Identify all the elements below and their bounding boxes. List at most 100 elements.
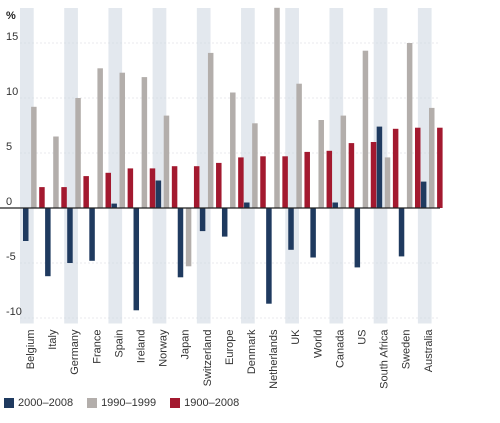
bar-ireland-1900-2008	[149, 168, 156, 208]
category-label-france: France	[91, 330, 103, 364]
bar-sweden-1900-2008	[414, 127, 421, 208]
bar-switzerland-1990-1999	[207, 52, 214, 209]
y-tick-0: 0	[6, 196, 12, 208]
bar-belgium-2000-2008	[23, 208, 29, 241]
band-canada	[329, 8, 344, 324]
bar-sweden-2000-2008	[398, 208, 405, 257]
bar-denmark-2000-2008	[244, 202, 250, 208]
bar-world-1900-2008	[326, 150, 333, 208]
bar-spain-1900-2008	[127, 168, 134, 208]
bar-italy-1900-2008	[61, 187, 67, 208]
y-tick-10: -10	[6, 306, 22, 318]
bar-world-1990-1999	[318, 120, 324, 208]
bar-denmark-1900-2008	[260, 156, 266, 208]
bar-netherlands-1990-1999	[274, 7, 280, 208]
bar-canada-1990-1999	[340, 115, 347, 208]
category-label-canada: Canada	[334, 329, 346, 368]
category-label-netherlands: Netherlands	[268, 329, 280, 389]
bar-germany-1900-2008	[83, 176, 89, 208]
background-bands	[20, 8, 432, 324]
bar-switzerland-1900-2008	[216, 162, 222, 208]
bar-italy-1990-1999	[53, 136, 59, 208]
bar-netherlands-2000-2008	[266, 208, 272, 304]
bar-canada-2000-2008	[332, 202, 338, 208]
bar-switzerland-2000-2008	[199, 208, 206, 232]
category-labels: Belgium Italy Germany France Spain Ireland Nor…	[25, 329, 435, 389]
bar-europe-1990-1999	[230, 92, 236, 208]
bar-australia-1900-2008	[437, 127, 443, 208]
category-label-denmark: Denmark	[246, 329, 258, 374]
legend-label-1990-1999: 1990–1999	[101, 397, 157, 409]
band-belgium	[20, 8, 34, 324]
bar-uk-1990-1999	[296, 83, 302, 208]
bar-south-africa-1990-1999	[384, 157, 391, 208]
category-label-italy: Italy	[47, 329, 59, 350]
category-label-australia: Australia	[423, 329, 435, 373]
bar-sweden-1990-1999	[406, 43, 413, 208]
category-label-us: US	[357, 330, 369, 345]
legend-swatch-1990-1999	[87, 398, 98, 408]
bar-south-africa-1900-2008	[392, 128, 399, 208]
bar-world-2000-2008	[310, 208, 316, 258]
category-label-germany: Germany	[69, 329, 81, 375]
category-label-uk: UK	[290, 329, 302, 345]
bars	[23, 7, 443, 311]
legend-label-2000-2008: 2000–2008	[18, 397, 74, 409]
category-label-ireland: Ireland	[135, 330, 147, 364]
category-label-spain: Spain	[113, 330, 125, 358]
bar-us-1900-2008	[370, 142, 377, 208]
bar-netherlands-1900-2008	[282, 156, 288, 208]
bar-france-2000-2008	[89, 208, 95, 261]
band-denmark	[241, 8, 255, 324]
bar-canada-1900-2008	[348, 143, 355, 208]
bar-france-1990-1999	[97, 68, 103, 208]
category-label-south-africa: South Africa	[379, 329, 391, 389]
bar-spain-2000-2008	[111, 203, 117, 208]
bar-france-1900-2008	[105, 172, 112, 208]
bar-ireland-2000-2008	[133, 208, 140, 311]
bar-italy-2000-2008	[45, 208, 51, 277]
bar-japan-1900-2008	[193, 166, 200, 208]
bar-australia-1990-1999	[428, 107, 435, 208]
band-norway	[152, 8, 167, 324]
bar-europe-1900-2008	[238, 157, 244, 208]
y-tick-10: 10	[6, 86, 18, 98]
legend-item-2000-2008: 2000–2008	[4, 397, 73, 409]
y-axis-ticks: -10 -5 0 5 10 15	[6, 31, 22, 318]
bar-germany-2000-2008	[67, 208, 73, 263]
legend: 2000–2008 1990–1999 1900–2008	[4, 397, 239, 409]
legend-label-1900-2008: 1900–2008	[184, 397, 240, 409]
bar-belgium-1990-1999	[31, 106, 37, 208]
y-tick-5: -5	[6, 251, 16, 263]
bar-australia-2000-2008	[420, 181, 427, 208]
band-switzerland	[196, 8, 211, 324]
bar-us-2000-2008	[354, 208, 361, 268]
bar-spain-1990-1999	[119, 72, 126, 208]
bar-us-1990-1999	[362, 50, 369, 209]
bar-germany-1990-1999	[75, 98, 81, 208]
y-tick-15: 15	[6, 31, 18, 43]
bar-norway-1990-1999	[163, 115, 170, 208]
category-label-europe: Europe	[224, 330, 236, 365]
category-label-belgium: Belgium	[25, 330, 37, 370]
category-label-japan: Japan	[180, 330, 192, 360]
bar-japan-1990-1999	[185, 208, 192, 267]
bar-denmark-1990-1999	[252, 123, 258, 208]
band-spain	[108, 8, 123, 324]
legend-swatch-2000-2008	[4, 398, 14, 408]
bar-norway-2000-2008	[155, 180, 162, 208]
legend-item-1900-2008: 1900–2008	[170, 397, 239, 409]
legend-item-1990-1999: 1990–1999	[87, 397, 156, 409]
bar-uk-1900-2008	[304, 151, 310, 208]
bar-europe-2000-2008	[221, 208, 228, 237]
y-tick-5: 5	[6, 141, 12, 153]
gridlines	[20, 42, 440, 319]
bar-uk-2000-2008	[288, 208, 294, 250]
band-australia	[417, 8, 432, 324]
bar-japan-2000-2008	[177, 208, 184, 278]
legend-swatch-1900-2008	[170, 398, 181, 408]
bar-belgium-1900-2008	[39, 187, 45, 208]
bar-ireland-1990-1999	[141, 77, 148, 208]
y-axis-unit: %	[6, 10, 16, 22]
